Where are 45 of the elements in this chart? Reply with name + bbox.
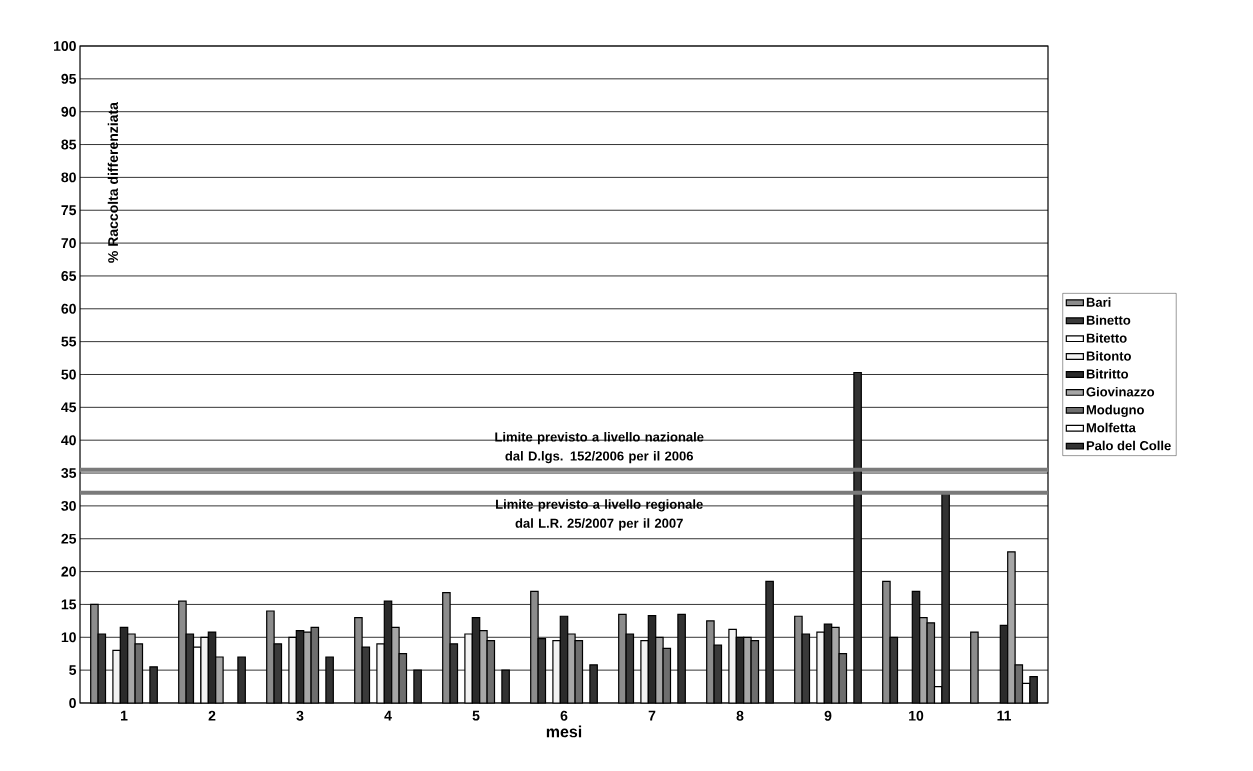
y-tick-label: 85 xyxy=(61,139,77,150)
y-tick-label: 100 xyxy=(54,41,76,51)
x-tick-label: 6 xyxy=(560,710,568,721)
y-tick-label: 40 xyxy=(61,435,76,446)
x-tick-label: 2 xyxy=(208,710,216,721)
y-tick-label: 25 xyxy=(61,533,77,544)
legend-label: Binetto xyxy=(1086,315,1131,325)
x-tick-label: 10 xyxy=(909,710,924,721)
x-axis-title: mesi xyxy=(546,725,582,738)
y-tick-label: 0 xyxy=(69,698,76,708)
y-tick-label: 90 xyxy=(61,106,76,117)
legend-label: Giovinazzo xyxy=(1086,386,1155,397)
ref-line-label: Limite previsto a livello regionale dal L.R. 25/2007 per il 2007 xyxy=(496,499,703,531)
legend-label: Modugno xyxy=(1086,404,1144,418)
y-tick-label: 60 xyxy=(61,303,76,314)
x-tick-label: 5 xyxy=(472,710,480,721)
y-tick-label: 95 xyxy=(61,73,77,84)
y-tick-label: 5 xyxy=(69,665,77,676)
ref-line-label: Limite previsto a livello nazionale dal D.lgs. 152/2006 per il 2006 xyxy=(495,432,704,464)
y-tick-label: 75 xyxy=(61,205,77,216)
x-tick-label: 7 xyxy=(648,710,656,721)
x-tick-label: 9 xyxy=(824,710,832,721)
y-tick-label: 55 xyxy=(61,336,77,347)
y-tick-label: 50 xyxy=(61,369,76,380)
legend-label: Bitetto xyxy=(1086,333,1127,343)
x-tick-label: 3 xyxy=(296,710,304,721)
x-tick-label: 4 xyxy=(384,710,392,721)
y-tick-label: 20 xyxy=(61,566,76,577)
x-tick-label: 11 xyxy=(997,710,1012,721)
y-tick-label: 70 xyxy=(61,238,76,249)
y-tick-label: 30 xyxy=(61,500,76,511)
y-tick-label: 35 xyxy=(61,468,77,478)
legend-label: Bitonto xyxy=(1086,351,1131,361)
y-tick-label: 80 xyxy=(61,172,76,183)
legend-label: Bitritto xyxy=(1086,369,1129,379)
y-tick-label: 10 xyxy=(61,632,76,643)
y-tick-label: 45 xyxy=(61,402,77,413)
legend-label: Molfetta xyxy=(1086,422,1136,433)
x-tick-label: 8 xyxy=(736,710,744,721)
x-tick-label: 1 xyxy=(121,710,128,721)
y-axis-title: % Raccolta differenziata xyxy=(107,102,119,263)
y-tick-label: 15 xyxy=(61,599,77,610)
legend-label: Bari xyxy=(1086,297,1111,307)
y-tick-label: 65 xyxy=(61,270,77,281)
legend-label: Palo del Colle xyxy=(1086,440,1171,451)
